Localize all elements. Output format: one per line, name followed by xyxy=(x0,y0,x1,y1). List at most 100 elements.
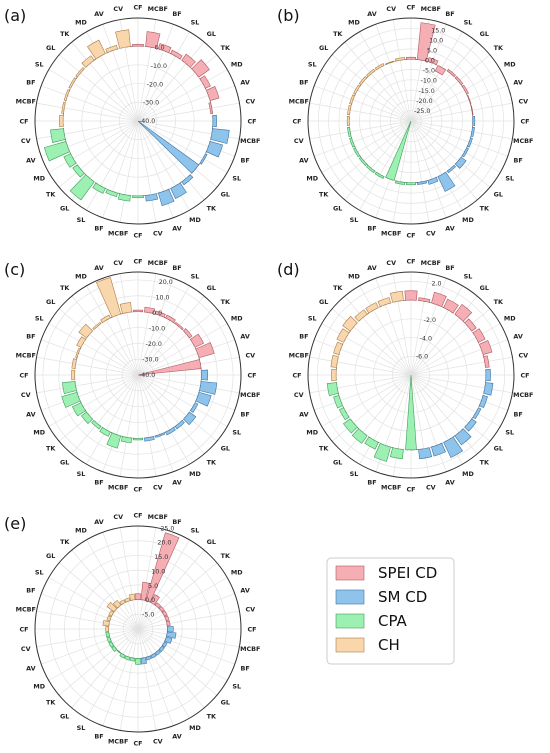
category-label: BF xyxy=(299,78,308,86)
bar-sm-cd xyxy=(165,427,176,436)
grid-spoke xyxy=(71,41,139,122)
radial-tick-label: 2.0 xyxy=(431,280,441,287)
bar-spei-cd xyxy=(144,306,156,314)
grid-spoke xyxy=(137,628,157,731)
category-label: CV xyxy=(21,645,31,653)
grid-spoke xyxy=(41,593,139,630)
grid-ring xyxy=(105,342,171,408)
legend-label: CPA xyxy=(378,612,408,630)
bar-spei-cd xyxy=(431,291,447,308)
category-label: TK xyxy=(221,552,231,560)
grid-spoke xyxy=(137,273,157,376)
bar-spei-cd xyxy=(472,328,486,343)
bar-sm-cd xyxy=(472,115,476,127)
bar-sm-cd xyxy=(164,636,173,644)
category-label: BF xyxy=(367,224,376,232)
grid-ring xyxy=(42,279,234,471)
category-label: AV xyxy=(26,410,36,418)
bar-sm-cd xyxy=(137,120,200,174)
bar-cpa xyxy=(119,652,126,659)
bar-spei-cd xyxy=(145,31,161,49)
category-label: MCBF xyxy=(381,484,401,492)
radial-tick-label: -4.0 xyxy=(420,335,432,342)
category-label: GL xyxy=(333,459,342,467)
bar-ch xyxy=(353,84,361,95)
category-label: TK xyxy=(480,205,490,213)
bar-cpa xyxy=(326,382,339,397)
bar-sm-cd xyxy=(437,171,456,192)
grid-ring xyxy=(379,89,443,153)
radial-chart-panel: -25.0 -20.0 -15.0 -10.0 -5.0 0.0 5.0 10.0 15.0 CF… xyxy=(277,3,533,239)
bar-ch xyxy=(124,597,131,603)
bar-ch xyxy=(365,302,379,314)
bar-sm-cd xyxy=(431,442,446,457)
category-label: TK xyxy=(319,445,329,453)
category-label: BF xyxy=(367,478,376,486)
category-label: SL xyxy=(350,470,359,478)
category-label: CF xyxy=(406,231,415,239)
category-label: SL xyxy=(232,428,241,436)
grid-spoke xyxy=(58,374,139,442)
grid-spoke xyxy=(137,120,228,173)
bar-cpa xyxy=(129,657,136,662)
bar-ch xyxy=(71,369,76,381)
grid-spoke xyxy=(410,285,463,376)
grid-spoke xyxy=(137,527,157,630)
category-label: AV xyxy=(299,156,309,164)
bar-cpa xyxy=(72,164,85,178)
category-label: MD xyxy=(33,174,45,182)
outer-ring xyxy=(307,271,515,479)
grid-ring xyxy=(338,48,484,194)
bar-ch xyxy=(108,610,115,617)
bar-spei-cd xyxy=(443,298,459,314)
category-label: BF xyxy=(299,332,308,340)
grid-spoke xyxy=(137,628,190,719)
category-label: CF xyxy=(292,117,301,125)
bar-spei-cd xyxy=(166,620,171,627)
grid-spoke xyxy=(58,628,139,696)
grid-spoke xyxy=(137,31,190,122)
category-label: CF xyxy=(133,739,142,747)
category-label: MCBF xyxy=(108,484,128,492)
bar-spei-cd xyxy=(158,43,172,54)
bar-sm-cd xyxy=(181,174,194,186)
bar-cpa xyxy=(405,374,417,451)
bar-ch xyxy=(59,114,64,128)
bar-ch xyxy=(347,104,352,116)
category-label: AV xyxy=(240,332,250,340)
category-label: CF xyxy=(406,485,415,493)
bar-cpa xyxy=(50,128,66,143)
outer-ring xyxy=(34,525,242,733)
category-label: CF xyxy=(133,3,142,11)
bar-sm-cd xyxy=(161,641,168,648)
category-label: CF xyxy=(292,371,301,379)
bar-spei-cd xyxy=(404,290,418,301)
bar-ch xyxy=(81,55,95,68)
bar-ch xyxy=(92,321,102,330)
bar-cpa xyxy=(342,418,358,434)
category-label: SL xyxy=(464,19,473,27)
bar-cpa xyxy=(351,428,368,444)
category-label: CF xyxy=(133,231,142,239)
bar-spei-cd xyxy=(174,321,184,330)
grid-spoke xyxy=(41,339,139,376)
category-label: MCBF xyxy=(240,137,260,145)
grid-spoke xyxy=(137,374,205,455)
category-label: SL xyxy=(35,60,44,68)
bar-spei-cd xyxy=(154,602,161,609)
grid-ring xyxy=(369,79,453,163)
grid-ring xyxy=(81,64,195,178)
bar-spei-cd xyxy=(461,84,469,95)
grid-spoke xyxy=(137,539,190,630)
legend-label: SM CD xyxy=(378,588,427,606)
bar-spei-cd xyxy=(454,303,473,322)
category-label: MCBF xyxy=(240,391,260,399)
grid-ring xyxy=(317,27,505,215)
category-label: MCBF xyxy=(381,230,401,238)
category-label: GL xyxy=(333,205,342,213)
bar-ch xyxy=(68,77,77,89)
category-label: AV xyxy=(172,224,182,232)
category-label: CV xyxy=(153,738,163,746)
bar-spei-cd xyxy=(427,57,439,66)
category-label: MCBF xyxy=(289,352,309,360)
